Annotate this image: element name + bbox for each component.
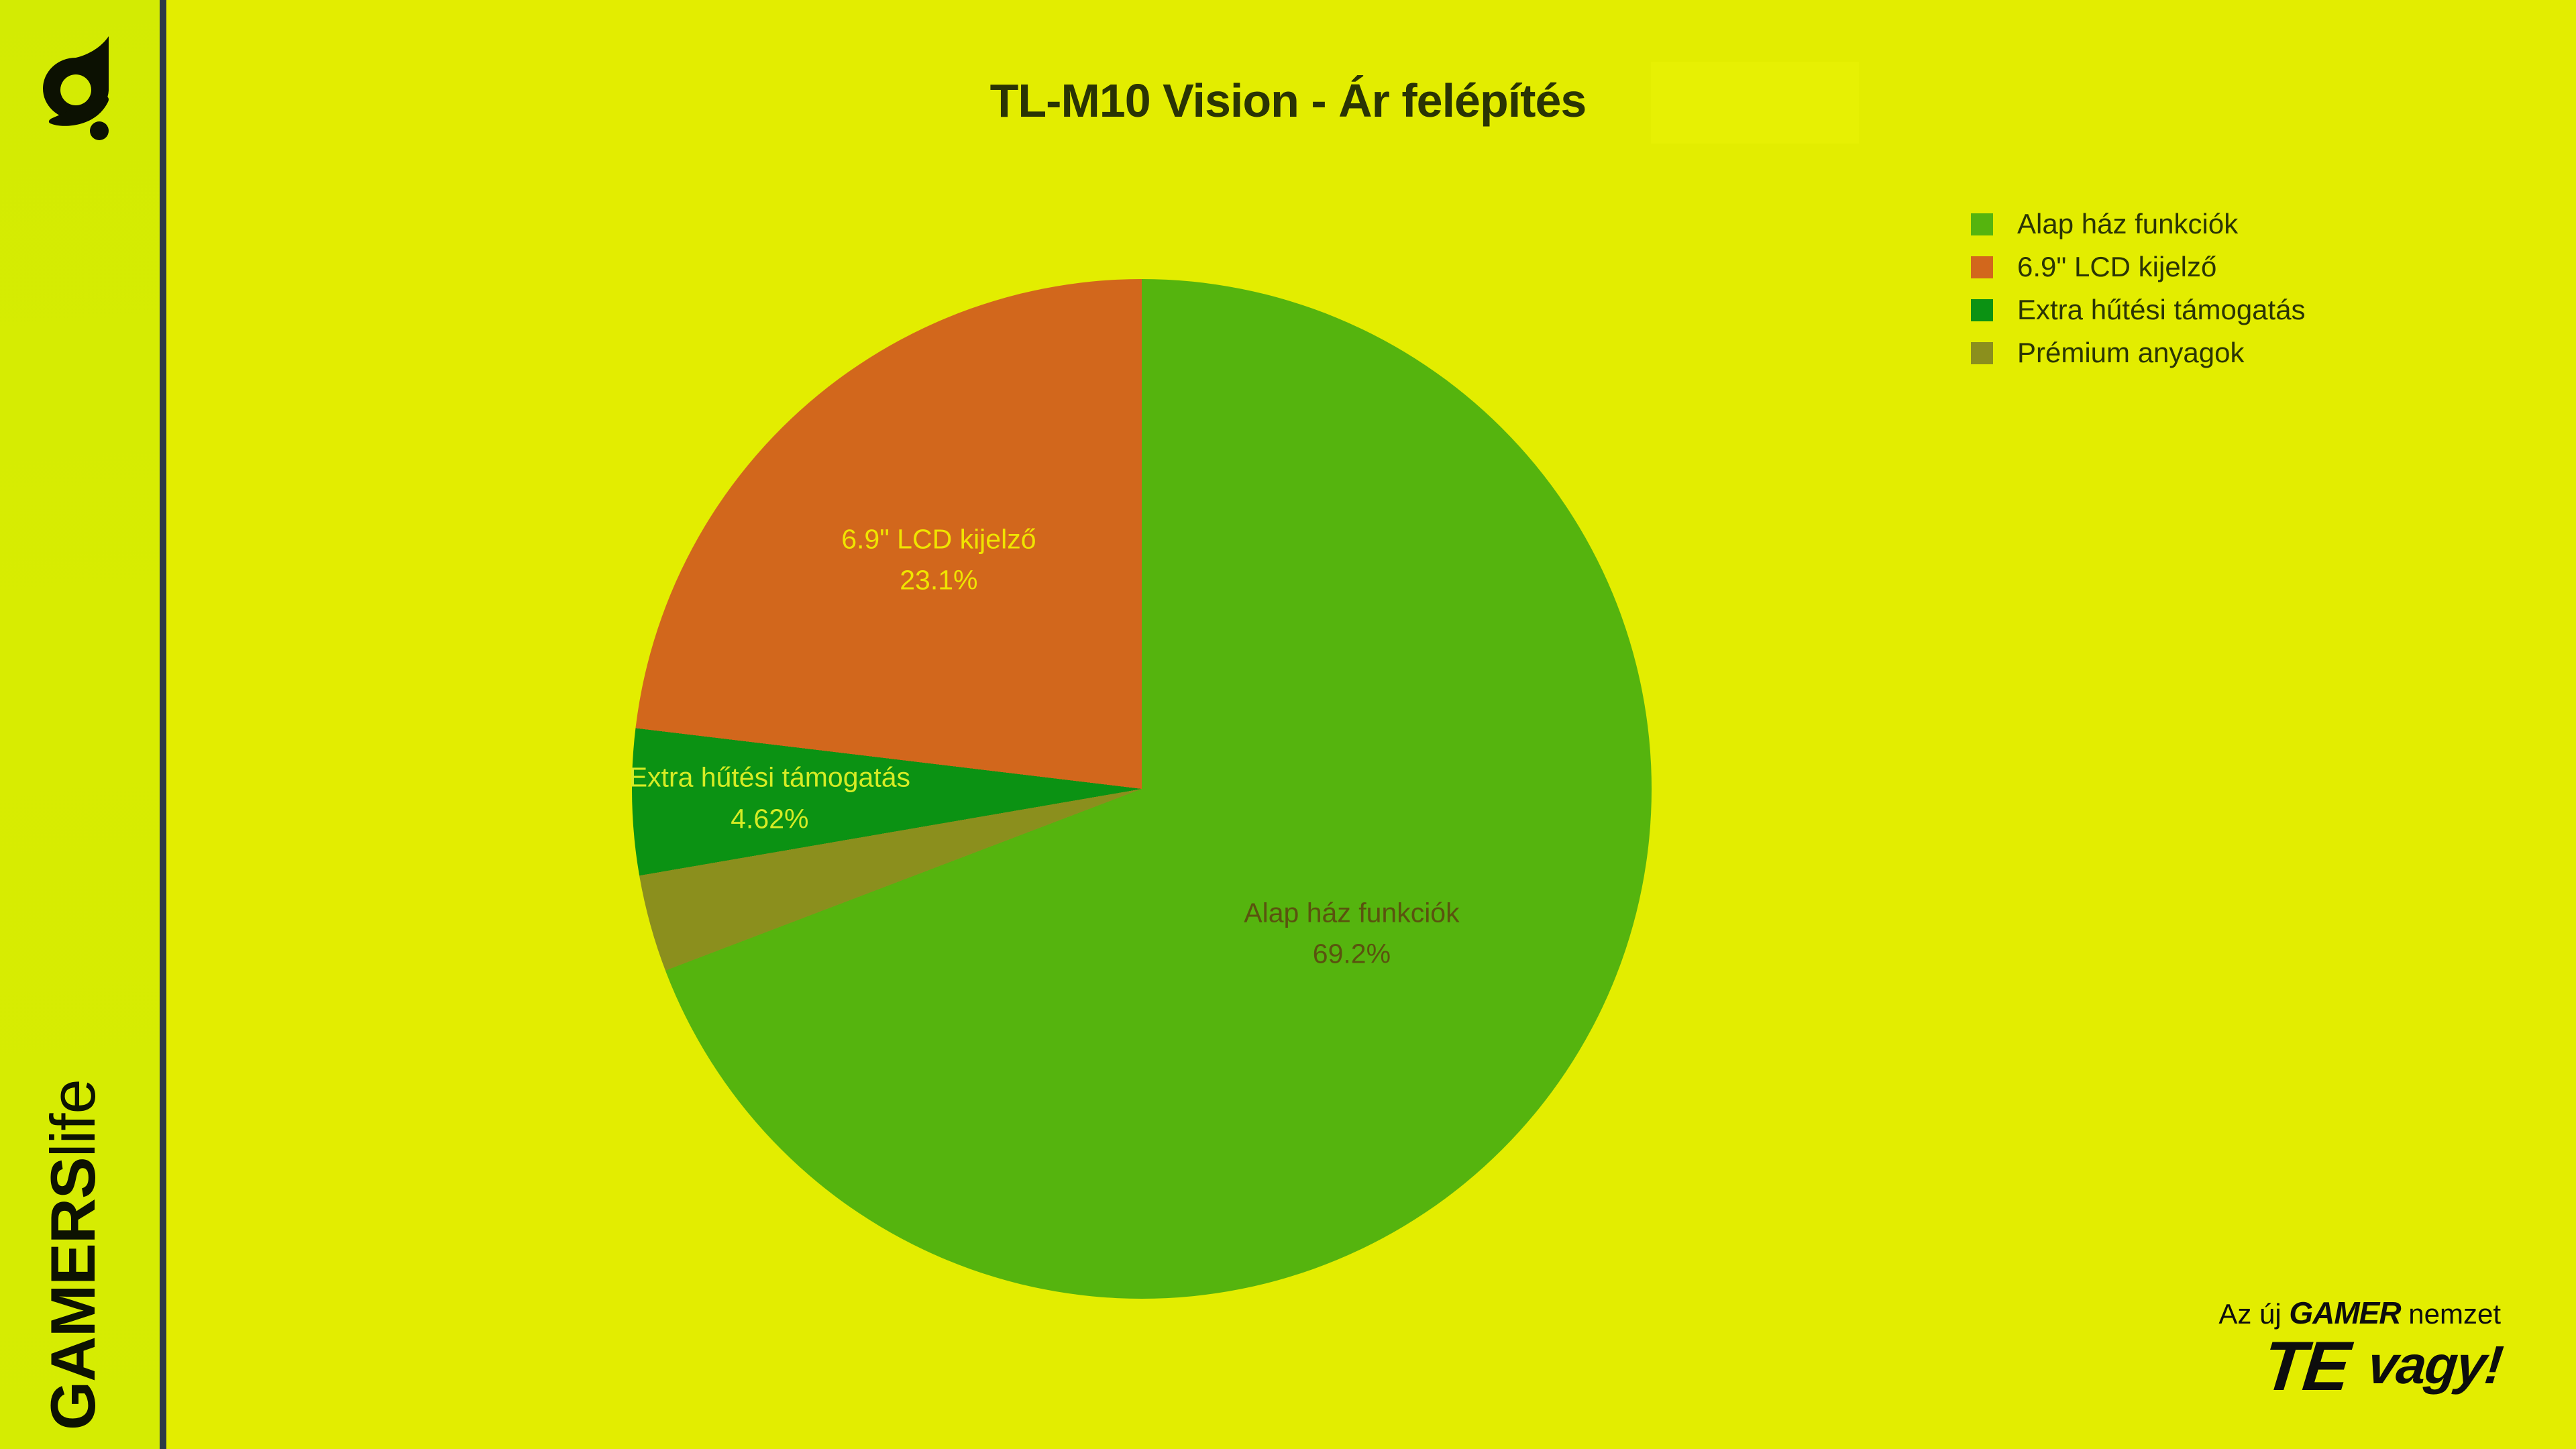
slice-label-text: Alap ház funkciók	[1244, 897, 1460, 928]
slice-label-lcd-kijelzo: 6.9" LCD kijelző 23.1%	[841, 519, 1036, 601]
divider-line	[160, 0, 166, 1449]
legend-label: Alap ház funkciók	[2017, 208, 2239, 239]
slice-label-percent: 4.62%	[731, 803, 809, 835]
gamerslife-wordmark: GAMERSlife	[38, 1079, 108, 1430]
slice-label-text: 6.9" LCD kijelző	[841, 523, 1036, 555]
legend-swatch-orange	[1971, 256, 1993, 278]
legend-label: Extra hűtési támogatás	[2017, 294, 2306, 325]
legend-item: 6.9" LCD kijelző	[1971, 251, 2306, 282]
legend-label: Prémium anyagok	[2017, 337, 2245, 368]
slice-label-text: Extra hűtési támogatás	[629, 761, 911, 793]
tagline-te: TE	[2259, 1327, 2351, 1405]
tagline-prefix: Az új	[2218, 1298, 2290, 1330]
legend: Alap ház funkciók 6.9" LCD kijelző Extra…	[1971, 208, 2306, 384]
legend-item: Prémium anyagok	[1971, 337, 2306, 368]
slice-label-percent: 69.2%	[1312, 938, 1391, 969]
chart-title: TL-M10 Vision - Ár felépítés	[989, 74, 1587, 127]
legend-swatch-olive	[1971, 341, 1993, 364]
watermark-rect	[1651, 62, 1859, 144]
tagline-suffix: nemzet	[2400, 1298, 2501, 1330]
tagline-line2: TE vagy!	[2218, 1327, 2505, 1405]
tagline-vagy: vagy!	[2365, 1334, 2505, 1395]
wordmark-life: life	[38, 1079, 108, 1158]
wordmark-gamers: GAMERS	[38, 1157, 108, 1430]
left-band	[0, 0, 160, 1449]
legend-item: Extra hűtési támogatás	[1971, 294, 2306, 325]
slice-label-alap-haz-funkciok: Alap ház funkciók 69.2%	[1244, 892, 1459, 975]
slice-label-percent: 23.1%	[900, 564, 978, 596]
tagline: Az új GAMER nemzet TE vagy!	[2218, 1296, 2505, 1405]
legend-swatch-darkgreen	[1971, 299, 1993, 321]
slice-label-extra-hutesi-tamogatas: Extra hűtési támogatás 4.62%	[629, 757, 910, 840]
tagline-line1: Az új GAMER nemzet	[2218, 1296, 2501, 1330]
legend-label: 6.9" LCD kijelző	[2017, 251, 2217, 282]
tagline-brand: GAMER	[2289, 1295, 2401, 1330]
gamerslife-g-logo-icon	[43, 36, 109, 140]
legend-item: Alap ház funkciók	[1971, 208, 2306, 239]
pie-chart: Alap ház funkciók 69.2% Extra hűtési tám…	[629, 279, 1652, 1299]
legend-swatch-green	[1971, 213, 1993, 235]
